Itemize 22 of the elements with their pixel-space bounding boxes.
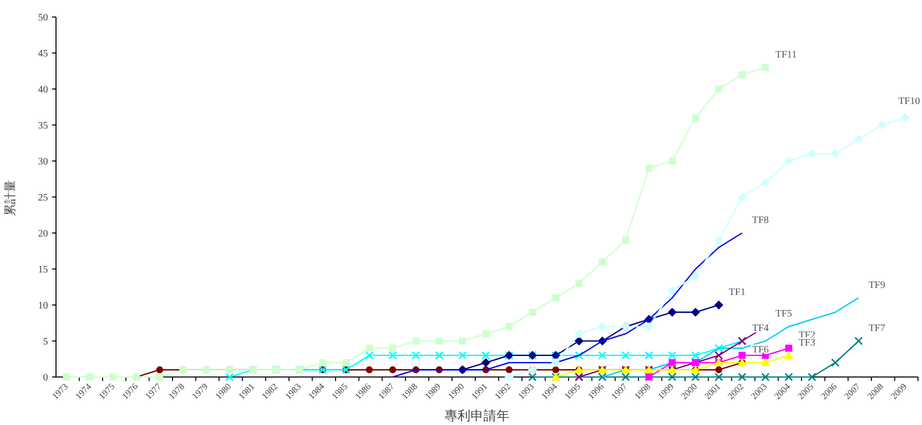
y-tick-label: 5 (43, 336, 48, 348)
x-axis-title: 專利申請年 (444, 408, 510, 423)
series-label: TF8 (752, 215, 769, 226)
series-label: TF9 (868, 280, 886, 291)
series-label: TF1 (728, 287, 746, 298)
series-label: TF6 (752, 344, 769, 356)
series-label: TF5 (775, 308, 792, 320)
y-tick-label: 35 (38, 120, 48, 132)
y-tick-label: 50 (38, 12, 48, 24)
series-label: TF10 (898, 96, 920, 107)
y-tick-label: 45 (38, 48, 48, 60)
series-label: TF7 (868, 323, 886, 334)
series-label: TF11 (775, 49, 797, 60)
series-label: TF3 (798, 337, 816, 348)
y-tick-label: 15 (38, 264, 48, 276)
y-tick-label: 10 (38, 300, 48, 312)
y-tick-label: 25 (38, 192, 48, 204)
y-tick-label: 30 (38, 156, 48, 168)
y-axis-title: 累計量 (3, 180, 17, 216)
y-tick-label: 20 (38, 228, 48, 240)
y-tick-label: 40 (38, 84, 48, 96)
y-tick-label: 0 (43, 372, 48, 384)
